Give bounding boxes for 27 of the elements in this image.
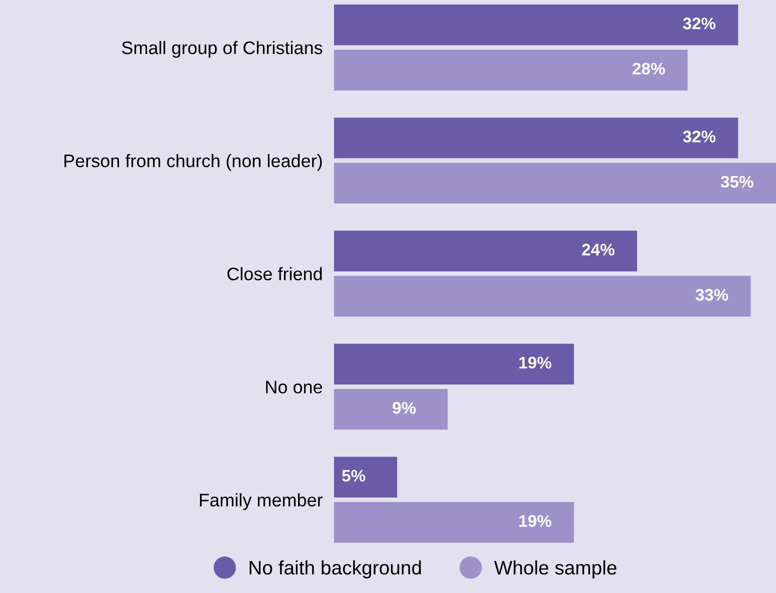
bar xyxy=(334,502,574,543)
y-tick-label: Family member xyxy=(200,493,323,510)
data-label: 19% xyxy=(519,515,552,527)
data-label: 5% xyxy=(342,470,366,482)
bar xyxy=(334,344,574,384)
bar xyxy=(334,50,688,90)
bar xyxy=(334,388,448,430)
data-label: 35% xyxy=(720,176,754,188)
y-tick-label: Small group of Christians xyxy=(122,40,322,58)
bar xyxy=(334,276,751,317)
legend-label: Whole sample xyxy=(494,560,616,578)
legend-label: No faith background xyxy=(250,560,421,578)
bar xyxy=(334,456,398,498)
data-label: 32% xyxy=(682,18,716,30)
data-label: 24% xyxy=(582,244,614,256)
bar xyxy=(334,162,776,204)
bar xyxy=(334,118,738,158)
y-tick-label: No one xyxy=(266,380,322,394)
data-label: 32% xyxy=(682,130,716,142)
y-tick-label: Close friend xyxy=(227,267,322,280)
bar xyxy=(334,4,738,46)
data-label: 19% xyxy=(519,356,552,369)
data-label: 28% xyxy=(632,62,665,75)
data-label: 33% xyxy=(696,288,728,301)
data-label: 9% xyxy=(392,402,416,414)
bar xyxy=(334,230,638,272)
y-tick-label: Person from church (non leader) xyxy=(64,154,322,171)
